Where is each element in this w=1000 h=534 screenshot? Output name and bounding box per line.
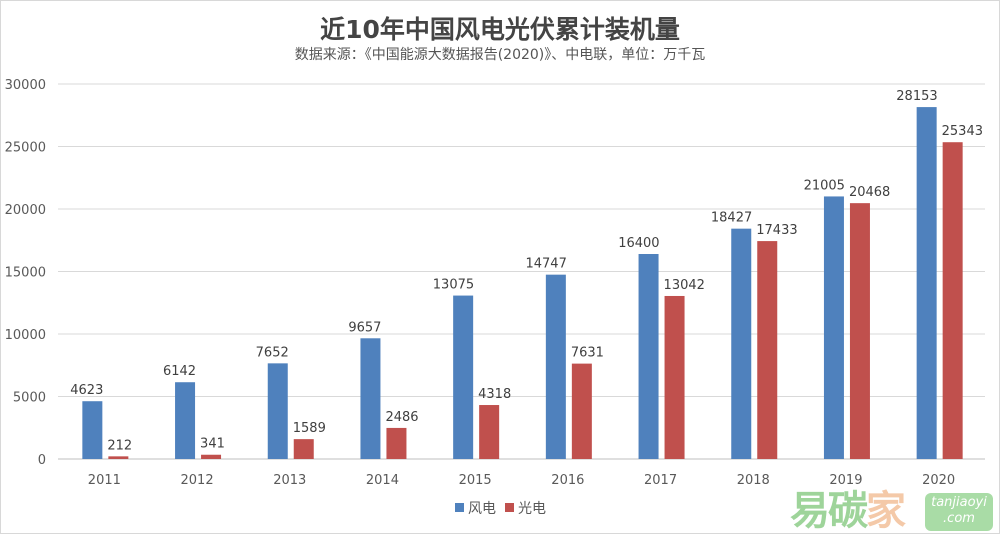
watermark-site: tanjiaoyi .com [925,493,993,531]
y-tick-label: 25000 [5,141,46,156]
x-tick-label: 2018 [737,473,770,488]
bar-wind [175,382,196,459]
bar-wind [638,254,659,459]
x-tick-label: 2019 [829,473,862,488]
y-tick-label: 5000 [13,391,46,406]
bar-solar [201,454,222,459]
x-tick-label: 2012 [181,473,214,488]
bar-wind [916,107,937,460]
legend-swatch [505,503,514,512]
data-label: 212 [107,438,132,453]
legend-label: 光电 [518,501,546,517]
data-label: 16400 [618,236,659,251]
data-label: 341 [200,437,225,452]
bar-wind [731,228,752,459]
bar-wind [545,274,566,459]
data-label: 14747 [525,257,566,272]
bar-solar [664,295,685,459]
legend-label: 风电 [468,501,496,517]
watermark-site-tld: .com [943,511,975,526]
bar-solar [386,427,407,459]
data-label: 2486 [385,410,418,425]
bar-wind [267,363,288,459]
data-label: 21005 [804,178,845,193]
chart-title: 近10年中国风电光伏累计装机量 [320,15,680,44]
data-label: 13042 [664,278,705,293]
bar-wind [823,196,844,459]
data-label: 28153 [896,89,937,104]
bar-wind [82,401,103,459]
y-tick-label: 10000 [5,328,46,343]
bar-solar [479,405,500,459]
data-label: 7631 [571,346,604,361]
x-tick-label: 2014 [366,473,399,488]
legend-swatch [455,503,464,512]
watermark-logo: 易碳家 [790,488,906,534]
x-tick-label: 2017 [644,473,677,488]
bar-wind [360,338,381,459]
bar-solar [849,203,870,459]
bar-solar [293,439,314,459]
bar-wind [453,295,474,459]
data-label: 13075 [433,278,474,293]
data-label: 18427 [711,211,752,226]
data-label: 4318 [478,387,511,402]
data-label: 17433 [756,223,797,238]
data-label: 7652 [256,345,289,360]
x-tick-label: 2015 [459,473,492,488]
data-label: 25343 [942,124,983,139]
data-label: 1589 [293,421,326,436]
y-tick-label: 20000 [5,203,46,218]
y-tick-label: 15000 [5,266,46,281]
bar-solar [942,142,963,459]
x-tick-label: 2013 [273,473,306,488]
watermark-site-name: tanjiaoyi [931,495,987,510]
bar-solar [571,363,592,459]
data-label: 20468 [849,185,890,200]
y-tick-label: 30000 [5,78,46,93]
data-label: 4623 [70,383,103,398]
data-label: 9657 [348,320,381,335]
y-tick-label: 0 [38,453,46,468]
bar-solar [757,241,778,459]
data-label: 6142 [163,364,196,379]
chart-subtitle: 数据来源：《中国能源大数据报告(2020)》、中电联，单位：万千瓦 [294,47,706,63]
x-tick-label: 2016 [551,473,584,488]
x-tick-label: 2020 [922,473,955,488]
bar-solar [108,456,129,459]
x-tick-label: 2011 [88,473,121,488]
